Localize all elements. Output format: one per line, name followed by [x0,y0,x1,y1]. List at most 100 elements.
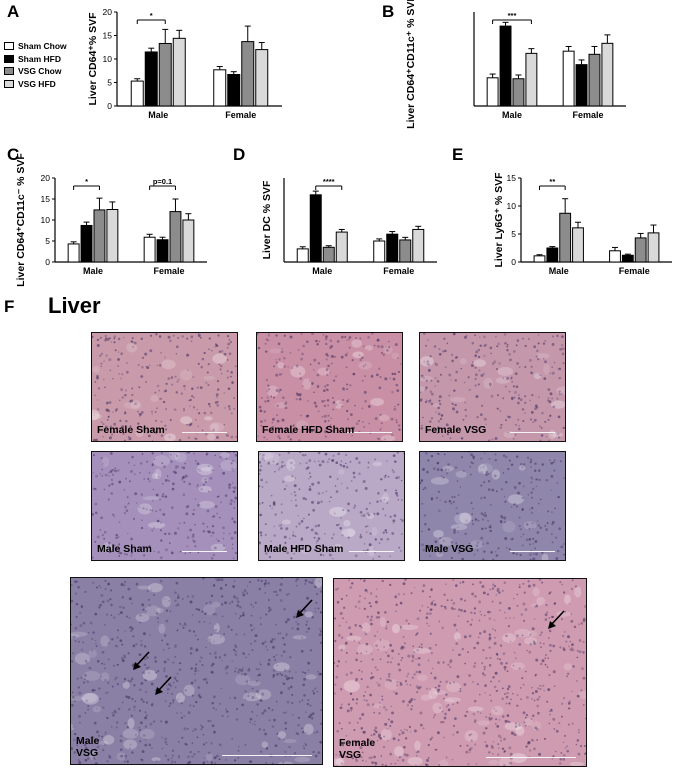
scale-bar [510,550,555,552]
bar [80,224,93,263]
tissue-image [92,333,237,441]
y-axis-label: Liver CD64⁺CD11c⁻ % SVF [15,153,27,287]
arrow-icon [133,651,150,670]
tissue-image [71,578,322,764]
y-tick-label: 15 [103,31,113,41]
bar [169,211,182,263]
bar [93,209,106,263]
micrograph-label: Female VSG [425,423,487,436]
bar [562,50,575,107]
bar [572,227,584,263]
arrow-icon [548,610,565,629]
legend-label: Sham Chow [18,41,67,52]
panel-letter-a: A [7,2,20,21]
micrograph-label: Male HFD Sham [264,542,344,555]
bar [634,237,647,263]
arrow-icon [296,599,313,618]
panel-letter-d: D [233,145,246,164]
y-axis-label: Liver DC % SVF [261,180,273,259]
bar [182,219,195,263]
x-category-label: Female [572,110,603,120]
x-category-label: Female [225,110,256,120]
bar [144,51,158,107]
micrograph-label: Male VSG [425,542,474,555]
legend: Sham Chow Sham HFD VSG Chow VSG HFD [4,40,67,90]
tissue-image [334,579,586,766]
bar [227,74,241,107]
legend-label: Sham HFD [18,53,61,64]
scale-bar [182,431,227,433]
bar [335,231,348,263]
legend-swatch [4,54,14,63]
x-category-label: Male [549,266,569,276]
significance-label: p=0.1 [153,177,172,186]
bar [106,209,119,263]
y-tick-label: 20 [103,7,113,17]
legend-item: Sham Chow [4,40,67,53]
y-tick-label: 0 [45,257,50,267]
y-tick-label: 10 [103,54,113,64]
x-category-label: Male [83,266,103,276]
bar [533,255,546,263]
panel-letter-b: B [382,2,395,21]
significance-label: * [85,177,88,186]
tissue-image [420,333,565,441]
bar [512,78,525,107]
bar [241,41,255,107]
y-tick-label: 0 [107,101,112,111]
chart-a: 0 5 10 15 20 Liver CD64⁺% SVF Male Female * Liver… [15,0,672,287]
x-category-label: Male [312,266,332,276]
bar [647,232,660,263]
bar [156,239,169,263]
bar [546,247,559,263]
micrograph-female-sham: Female Sham [91,332,238,442]
bar [322,246,335,263]
micrograph-label: Female HFD Sham [262,423,355,436]
scale-bar [222,754,312,756]
x-category-label: Female [619,266,650,276]
micrograph-male-sham: Male Sham [91,451,238,561]
panel-letter-e: E [452,145,464,164]
significance-label: * [150,11,153,20]
bar [621,254,634,263]
legend-item: VSG Chow [4,65,67,78]
scale-bar [486,756,576,758]
micrograph-female-vsg: Female VSG [419,332,566,442]
significance-label: *** [508,11,517,20]
tissue-image [259,452,404,560]
micrograph-female-vsg-large: Female VSG [333,578,587,767]
y-axis-label: Liver CD64⁺CD11c⁺ % SVF [405,0,417,129]
y-tick-label: 10 [507,201,517,211]
tissue-image [420,452,565,560]
y-axis-label: Liver CD64⁺% SVF [87,12,99,106]
y-axis-label: Liver Ly6G⁺ % SVF [493,172,505,268]
scale-bar [349,550,394,552]
legend-swatch [4,67,14,76]
bar [525,52,538,107]
bar [575,64,588,107]
x-category-label: Male [502,110,522,120]
micrograph-label: Female Sham [97,423,165,436]
bar [67,243,80,263]
tissue-image [257,333,402,441]
panel-letter-f: F [4,297,15,316]
legend-label: VSG HFD [18,79,56,90]
tissue-image [92,452,237,560]
legend-item: Sham HFD [4,53,67,66]
legend-label: VSG Chow [18,66,62,77]
y-tick-label: 5 [45,236,50,246]
micrograph-label: Male Sham [97,542,152,555]
micrograph-male-vsg: Male VSG [419,451,566,561]
bar [296,248,309,263]
legend-swatch [4,42,14,51]
significance-label: ** [549,177,555,186]
bar [412,228,425,263]
micrograph-male-vsg-large: Male VSG [70,577,323,765]
scale-bar [510,431,555,433]
bar [601,42,614,107]
bar [172,37,186,107]
y-tick-label: 10 [41,215,51,225]
bar [143,236,156,263]
y-tick-label: 15 [41,194,51,204]
y-tick-label: 5 [511,229,516,239]
